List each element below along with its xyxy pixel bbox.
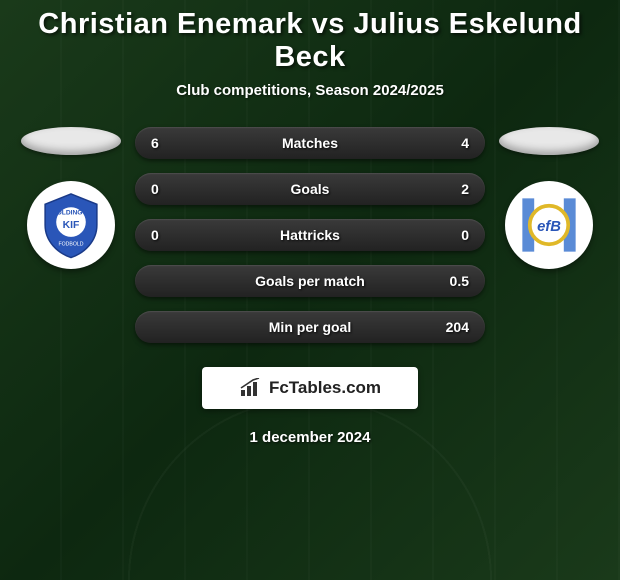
stat-label: Hattricks [280,227,340,243]
comparison-panel: KOLDING IF KIF FODBOLD 6 Matches 4 0 Goa… [0,127,620,343]
svg-text:KOLDING IF: KOLDING IF [52,210,90,217]
left-side: KOLDING IF KIF FODBOLD [21,127,121,269]
stat-label: Goals per match [255,273,365,289]
player-oval-left [21,127,121,155]
stats-list: 6 Matches 4 0 Goals 2 0 Hattricks 0 Goal… [135,127,485,343]
stat-row: 0 Goals 2 [135,173,485,205]
brand-box: FcTables.com [202,367,418,409]
stat-row: 6 Matches 4 [135,127,485,159]
stat-label: Goals [291,181,330,197]
stat-label: Matches [282,135,338,151]
stat-right-value: 0.5 [450,273,469,289]
stat-left-value: 6 [151,135,159,151]
stat-left-value: 0 [151,181,159,197]
subtitle: Club competitions, Season 2024/2025 [0,82,620,99]
svg-text:efB: efB [537,219,561,235]
player-oval-right [499,127,599,155]
stat-right-value: 4 [461,135,469,151]
club-badge-right: efB [505,181,593,269]
stat-left-value: 0 [151,227,159,243]
stat-right-value: 2 [461,181,469,197]
svg-text:FODBOLD: FODBOLD [58,242,83,248]
stat-right-value: 0 [461,227,469,243]
chart-icon [239,378,263,398]
date-label: 1 december 2024 [0,429,620,446]
brand-text: FcTables.com [269,378,381,398]
stat-right-value: 204 [446,319,469,335]
stat-row: Min per goal 204 [135,311,485,343]
stat-label: Min per goal [269,319,351,335]
stat-row: 0 Hattricks 0 [135,219,485,251]
svg-text:KIF: KIF [63,220,80,231]
page-title: Christian Enemark vs Julius Eskelund Bec… [0,8,620,74]
right-side: efB [499,127,599,269]
stat-row: Goals per match 0.5 [135,265,485,297]
club-badge-left: KOLDING IF KIF FODBOLD [27,181,115,269]
